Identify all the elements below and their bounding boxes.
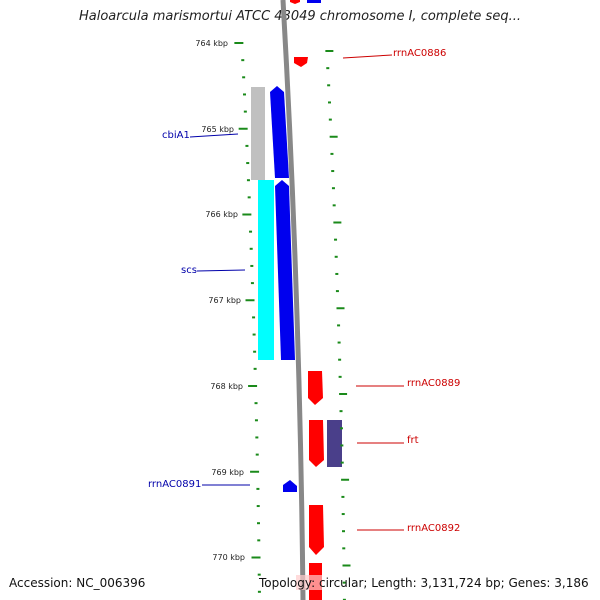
gene-label-rrnAC0886[interactable]: rrnAC0886: [393, 48, 447, 59]
genome-summary-text: Topology: circular; Length: 3,131,724 bp…: [259, 576, 589, 590]
leader-rrnAC0886: [342, 54, 393, 59]
gene-top-red-partial: [290, 0, 300, 4]
tick-label: 769 kbp: [211, 468, 244, 477]
tick-label: 764 kbp: [195, 39, 228, 48]
gene-label-rrnAC0891[interactable]: rrnAC0891: [148, 479, 202, 490]
gene-label-frt[interactable]: frt: [407, 435, 419, 446]
tick-label: 767 kbp: [208, 296, 241, 305]
accession-text: Accession: NC_006396: [9, 576, 146, 590]
gene-label-scs[interactable]: scs: [181, 265, 197, 276]
tick-label: 770 kbp: [212, 553, 245, 562]
map-title: Haloarcula marismortui ATCC 43049 chromo…: [79, 9, 521, 24]
composition-bar-low: [251, 87, 265, 180]
tick-label: 768 kbp: [210, 382, 243, 391]
tick-label: 765 kbp: [201, 125, 234, 134]
gene-top-blue-partial: [307, 0, 321, 3]
gene-rrnAC0886-feature: [294, 57, 308, 67]
leader-cbiA1: [189, 133, 239, 138]
gene-cbiA1-feature: [270, 86, 289, 178]
gene-scs-feature: [275, 180, 295, 360]
chromosome-backbone: [280, 0, 306, 600]
composition-bar-high: [258, 180, 274, 360]
gene-rrnAC0892-feature: [309, 505, 324, 555]
gene-rrnAC0889-feature: [308, 371, 323, 405]
gene-rrnAC0891-feature: [283, 480, 297, 492]
gene-label-rrnAC0892[interactable]: rrnAC0892: [407, 523, 461, 534]
tick-marks: [234, 42, 351, 600]
gene-label-rrnAC0889[interactable]: rrnAC0889: [407, 378, 461, 389]
gene-frt-red-feature: [309, 420, 324, 467]
tick-label: 766 kbp: [205, 210, 238, 219]
gene-frt-feature: [327, 420, 342, 467]
gene-label-cbiA1[interactable]: cbiA1: [162, 130, 190, 141]
label-highlight: [296, 575, 322, 590]
leader-scs: [196, 269, 246, 272]
